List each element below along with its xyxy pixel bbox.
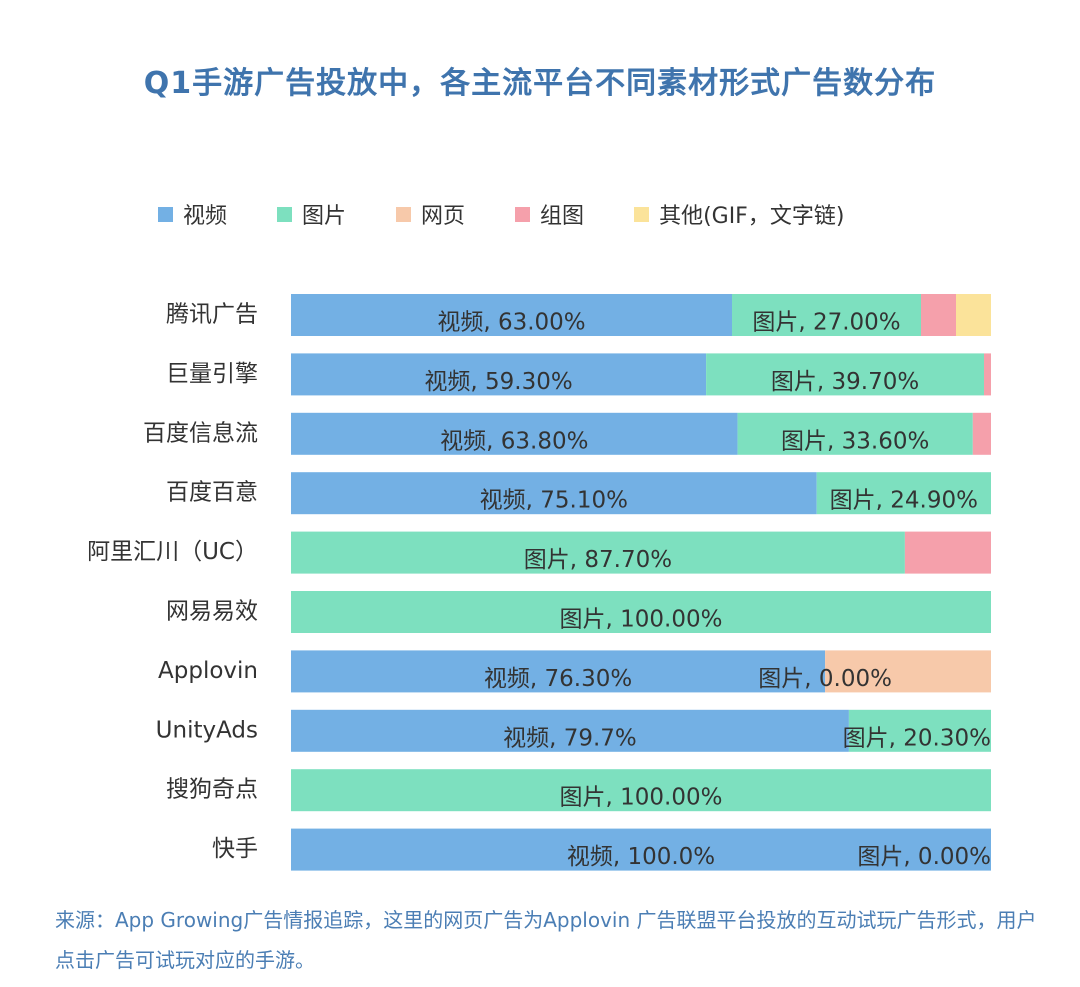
category-label: 网易易效 <box>166 599 258 625</box>
data-label: 图片, 0.00% <box>857 844 991 870</box>
data-label: 图片, 20.30% <box>843 725 991 751</box>
legend-label: 组图 <box>540 204 585 229</box>
bar-segment <box>921 294 956 336</box>
source-note: 来源：App Growing广告情报追踪，这里的网页广告为Applovin 广告… <box>55 908 1037 972</box>
category-label: UnityAds <box>156 717 258 743</box>
bar-segment <box>848 709 991 752</box>
legend-item-webpage: 网页 <box>396 198 465 230</box>
bar-segment <box>825 650 991 693</box>
bar-segment <box>291 709 849 752</box>
stacked-bar-chart: 腾讯广告 视频, 63.00% 图片, 27.00% 巨量引擎 视频, 59.30% 图片… <box>87 294 991 871</box>
bar-segment <box>291 828 991 871</box>
legend-label: 网页 <box>421 204 466 229</box>
bar-segment <box>816 472 991 515</box>
legend-label: 其他(GIF，文字链) <box>659 204 845 229</box>
data-label: 视频, 75.10% <box>480 488 628 514</box>
legend-item-image-set: 组图 <box>515 198 584 230</box>
category-label: 百度百意 <box>166 480 258 506</box>
bar-segment <box>291 591 991 633</box>
legend-swatch <box>277 206 293 222</box>
bar-segment <box>732 294 921 336</box>
category-label: 搜狗奇点 <box>166 777 258 803</box>
category-label: 百度信息流 <box>143 420 258 446</box>
bar-segment <box>956 294 991 336</box>
legend-item-video: 视频 <box>158 198 227 230</box>
legend-swatch <box>634 206 650 222</box>
chart-legend: 视频 图片 网页 组图 其他(GIF，文字链) <box>158 197 894 231</box>
legend-swatch <box>158 206 173 222</box>
legend-item-other: 其他(GIF，文字链) <box>634 198 844 230</box>
legend-item-image: 图片 <box>277 198 346 230</box>
data-label: 视频, 63.80% <box>440 428 588 454</box>
bar-segment <box>291 294 732 336</box>
bar-segment <box>291 472 817 515</box>
data-label: 图片, 100.00% <box>560 785 723 811</box>
data-label: 视频, 63.00% <box>437 310 585 336</box>
legend-label: 图片 <box>302 204 347 229</box>
category-label: 阿里汇川（UC） <box>87 539 258 565</box>
bar-segment <box>291 769 991 812</box>
data-label: 视频, 100.0% <box>567 844 715 870</box>
bar-segment <box>291 650 826 693</box>
bar-segment <box>904 531 991 574</box>
legend-swatch <box>515 206 531 222</box>
category-label: Applovin <box>158 658 258 684</box>
data-label: 视频, 59.30% <box>424 369 572 395</box>
data-label: 图片, 0.00% <box>758 666 892 692</box>
data-label: 图片, 39.70% <box>771 369 919 395</box>
data-label: 图片, 100.00% <box>560 607 723 633</box>
legend-label: 视频 <box>183 204 228 229</box>
data-label: 图片, 27.00% <box>752 310 900 336</box>
data-label: 视频, 76.30% <box>484 666 632 692</box>
bar-segment <box>706 353 984 396</box>
bar-segment <box>291 531 905 574</box>
bar-segment <box>984 353 991 396</box>
legend-swatch <box>396 206 412 222</box>
data-label: 图片, 87.70% <box>524 547 672 573</box>
data-label: 图片, 33.60% <box>781 428 929 454</box>
bar-segment <box>291 412 738 455</box>
chart-title: Q1手游广告投放中，各主流平台不同素材形式广告数分布 <box>143 66 937 101</box>
data-label: 视频, 79.7% <box>503 725 637 751</box>
category-label: 巨量引擎 <box>166 361 258 387</box>
bar-segment <box>291 353 707 396</box>
category-label: 快手 <box>212 836 258 862</box>
category-label: 腾讯广告 <box>166 302 258 328</box>
bar-segment <box>972 412 991 455</box>
bar-segment <box>737 412 973 455</box>
data-label: 图片, 24.90% <box>830 488 978 514</box>
